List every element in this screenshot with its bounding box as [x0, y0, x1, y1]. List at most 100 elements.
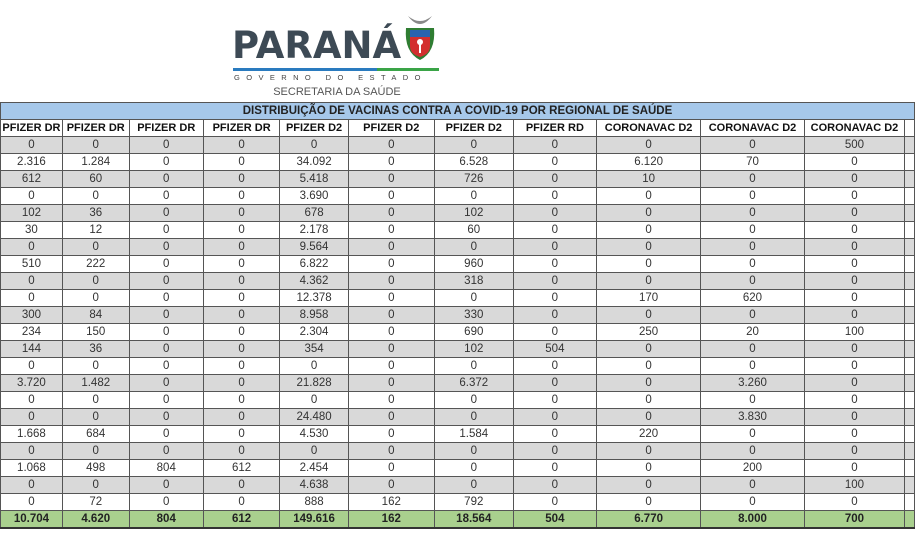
table-cell: 0	[595, 204, 702, 222]
table-cell: 0	[347, 306, 435, 324]
table-cell	[904, 255, 915, 273]
total-cell: 4.620	[61, 510, 130, 529]
table-cell: 0	[61, 408, 130, 426]
table-cell: 162	[347, 493, 435, 511]
table-cell: 0	[347, 476, 435, 494]
column-header: PFIZER DR	[202, 119, 281, 137]
table-cell: 0	[803, 221, 906, 239]
table-cell: 0	[512, 289, 597, 307]
table-row: 0 0 0 0 9.564 0 0 0 0 0 0	[0, 238, 915, 256]
table-cell: 100	[803, 476, 906, 494]
table-cell: 0	[433, 476, 514, 494]
table-cell: 0	[128, 136, 204, 154]
table-cell	[904, 391, 915, 409]
table-cell	[904, 136, 915, 154]
logo-wordmark: PARANÁ	[232, 24, 402, 67]
table-cell: 2.316	[0, 153, 63, 171]
table-cell: 0	[595, 374, 702, 392]
total-cell: 612	[202, 510, 281, 529]
table-cell: 504	[512, 340, 597, 358]
table-cell: 0	[347, 357, 435, 375]
table-cell: 0	[595, 391, 702, 409]
table-cell: 0	[803, 238, 906, 256]
table-row: 1.668 684 0 0 4.530 0 1.584 0 220 0 0	[0, 425, 915, 443]
table-cell: 0	[700, 425, 805, 443]
table-row: 234 150 0 0 2.304 0 690 0 250 20 100	[0, 323, 915, 341]
table-cell: 1.482	[61, 374, 130, 392]
table-cell: 0	[512, 238, 597, 256]
table-cell: 0	[512, 357, 597, 375]
table-cell: 4.530	[279, 425, 349, 443]
table-cell: 0	[279, 391, 349, 409]
table-cell: 0	[202, 153, 281, 171]
table-cell: 354	[279, 340, 349, 358]
table-cell	[904, 221, 915, 239]
table-cell: 0	[0, 289, 63, 307]
table-cell: 0	[61, 476, 130, 494]
table-cell: 0	[202, 340, 281, 358]
table-cell: 0	[202, 136, 281, 154]
table-cell: 0	[347, 425, 435, 443]
table-cell: 0	[347, 153, 435, 171]
table-row: 510 222 0 0 6.822 0 960 0 0 0 0	[0, 255, 915, 273]
table-cell: 0	[128, 408, 204, 426]
table-cell: 0	[700, 272, 805, 290]
table-cell: 0	[202, 272, 281, 290]
table-cell	[904, 357, 915, 375]
table-cell: 4.638	[279, 476, 349, 494]
table-title: DISTRIBUIÇÃO DE VACINAS CONTRA A COVID-1…	[0, 102, 915, 120]
table-cell: 0	[512, 493, 597, 511]
table-cell: 0	[347, 289, 435, 307]
table-cell: 0	[803, 153, 906, 171]
table-cell: 960	[433, 255, 514, 273]
table-cell: 498	[61, 459, 130, 477]
table-cell: 70	[700, 153, 805, 171]
table-cell: 102	[433, 340, 514, 358]
column-header: CORONAVAC D2	[595, 119, 702, 137]
table-cell: 150	[61, 323, 130, 341]
table-cell: 0	[128, 323, 204, 341]
table-cell: 12	[61, 221, 130, 239]
table-cell: 0	[202, 187, 281, 205]
table-cell: 0	[433, 238, 514, 256]
table-cell: 30	[0, 221, 63, 239]
table-cell: 0	[202, 306, 281, 324]
table-title-row: DISTRIBUIÇÃO DE VACINAS CONTRA A COVID-1…	[0, 102, 915, 120]
table-cell: 0	[0, 442, 63, 460]
column-header: PFIZER DR	[128, 119, 204, 137]
column-header: PFIZER D2	[433, 119, 514, 137]
table-cell: 0	[803, 493, 906, 511]
table-cell: 0	[433, 442, 514, 460]
table-row: 0 72 0 0 888 162 792 0 0 0 0	[0, 493, 915, 511]
table-cell: 60	[61, 170, 130, 188]
table-cell: 0	[803, 187, 906, 205]
table-cell: 36	[61, 340, 130, 358]
table-cell: 234	[0, 323, 63, 341]
table-cell: 0	[595, 187, 702, 205]
table-cell: 804	[128, 459, 204, 477]
table-cell: 0	[279, 136, 349, 154]
table-cell: 0	[803, 374, 906, 392]
table-cell: 0	[0, 391, 63, 409]
table-cell: 0	[595, 255, 702, 273]
table-row: 300 84 0 0 8.958 0 330 0 0 0 0	[0, 306, 915, 324]
table-cell	[904, 272, 915, 290]
table-cell: 0	[803, 170, 906, 188]
table-cell: 500	[803, 136, 906, 154]
total-cell	[904, 510, 915, 529]
table-cell: 0	[128, 289, 204, 307]
table-cell: 0	[202, 204, 281, 222]
table-cell: 0	[700, 187, 805, 205]
table-cell: 200	[700, 459, 805, 477]
table-cell: 0	[347, 442, 435, 460]
table-cell: 0	[0, 408, 63, 426]
total-cell: 804	[128, 510, 204, 529]
table-cell: 6.120	[595, 153, 702, 171]
table-cell: 0	[433, 187, 514, 205]
table-cell: 0	[803, 340, 906, 358]
vaccine-distribution-table: DISTRIBUIÇÃO DE VACINAS CONTRA A COVID-1…	[0, 102, 915, 529]
table-cell: 0	[0, 136, 63, 154]
table-cell	[904, 289, 915, 307]
table-cell: 12.378	[279, 289, 349, 307]
